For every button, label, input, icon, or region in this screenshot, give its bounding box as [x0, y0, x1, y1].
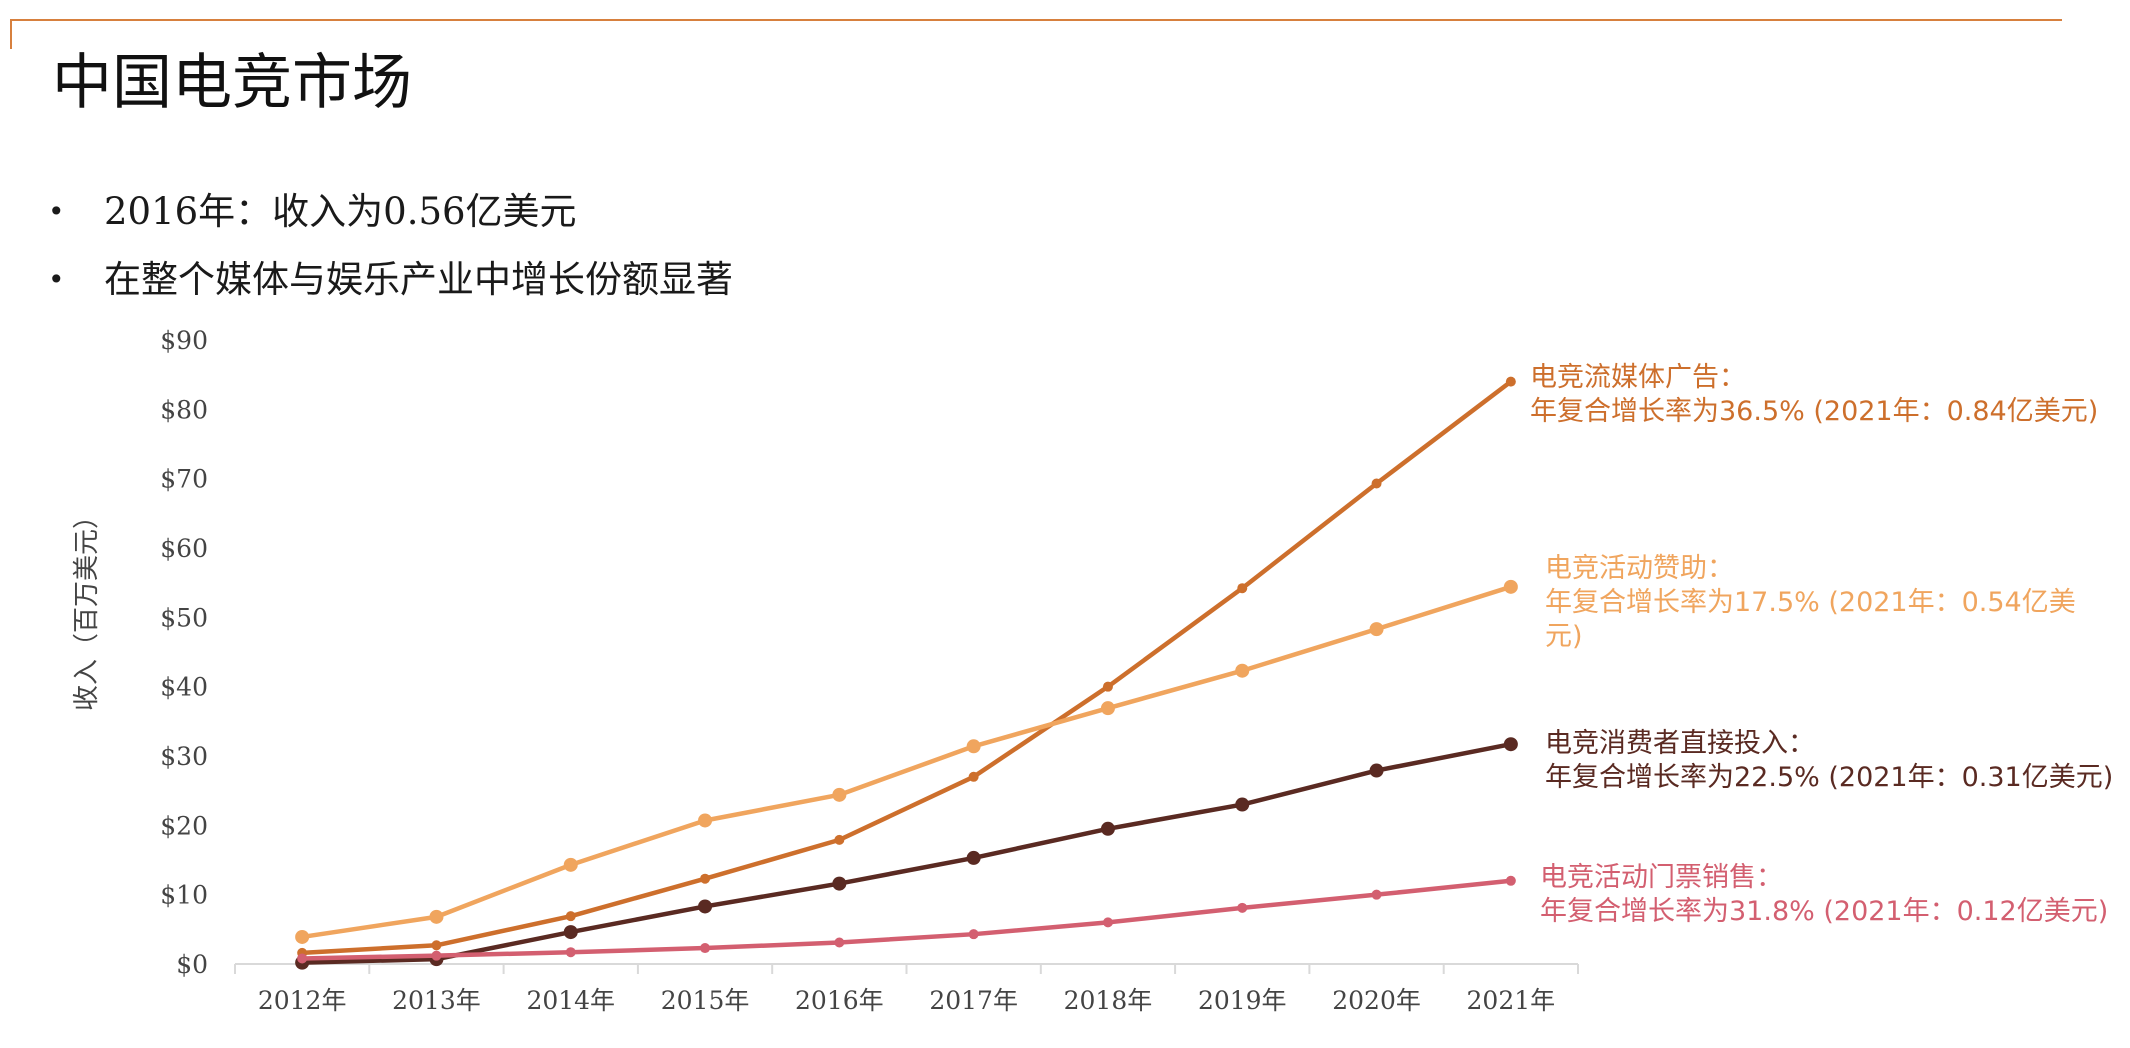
data-point-sponsorship [1503, 579, 1518, 594]
y-tick-label: $60 [160, 534, 208, 563]
data-point-consumer [1235, 797, 1250, 812]
y-tick-label: $80 [160, 395, 208, 424]
data-point-tickets [1102, 917, 1113, 928]
data-point-tickets [968, 929, 979, 940]
series-line-consumer [299, 741, 1514, 965]
header-rule-tick [10, 19, 12, 49]
y-tick-label: $70 [160, 465, 208, 494]
y-tick-label: $10 [160, 881, 208, 910]
data-point-tickets [834, 937, 845, 948]
y-tick-label: $30 [160, 742, 208, 771]
annotation-consumer-spending: 电竞消费者直接投入： 年复合增长率为22.5% (2021年：0.31亿美元) [1545, 727, 2113, 795]
data-point-sponsorship [1100, 701, 1115, 716]
annotation-streaming-ads: 电竞流媒体广告： 年复合增长率为36.5% (2021年：0.84亿美元) [1530, 361, 2098, 429]
data-point-tickets [297, 953, 308, 964]
annotation-ticket-sales: 电竞活动门票销售： 年复合增长率为31.8% (2021年：0.12亿美元) [1540, 861, 2108, 929]
data-point-consumer [698, 899, 713, 914]
x-tick-label: 2014年 [526, 986, 615, 1015]
series-line-sponsorship [299, 584, 1514, 940]
data-point-streaming [1371, 478, 1382, 489]
y-tick-label: $20 [160, 811, 208, 840]
data-point-tickets [1371, 889, 1382, 900]
data-point-sponsorship [966, 739, 981, 754]
annotation-line: 电竞活动门票销售： [1540, 862, 1783, 893]
x-tick-label: 2018年 [1064, 986, 1153, 1015]
y-axis-ticks: $0 $10 $20 $30 $40 $50 $60 $70 $80 $90 [160, 326, 208, 979]
x-tick-label: 2017年 [929, 986, 1018, 1015]
series-tickets [297, 875, 1516, 964]
data-point-streaming [1102, 681, 1113, 692]
annotation-line: 年复合增长率为36.5% (2021年：0.84亿美元) [1530, 396, 2099, 427]
series-layer [295, 376, 1518, 970]
data-point-sponsorship [1235, 663, 1250, 678]
x-tick-label: 2012年 [258, 986, 347, 1015]
header-rule [10, 19, 2062, 21]
data-point-tickets [700, 943, 711, 954]
x-tick-label: 2016年 [795, 986, 884, 1015]
data-point-consumer [1100, 821, 1115, 836]
series-sponsorship [295, 579, 1518, 944]
page-title: 中国电竞市场 [52, 48, 412, 118]
data-point-consumer [832, 876, 847, 891]
y-axis-title: 收入（百万美元） [72, 503, 102, 712]
x-tick-label: 2020年 [1332, 986, 1421, 1015]
data-point-sponsorship [429, 909, 444, 924]
x-axis: 2012年 2013年 2014年 2015年 2016年 2017年 2018年 2019年… [234, 963, 1579, 1015]
x-tick-label: 2013年 [392, 986, 481, 1015]
data-point-tickets [565, 947, 576, 958]
y-tick-label: $0 [176, 950, 208, 979]
data-point-streaming [1505, 376, 1516, 387]
data-point-tickets [1505, 875, 1516, 886]
y-tick-label: $50 [160, 603, 208, 632]
annotation-line: 年复合增长率为17.5% (2021年：0.54亿美 [1545, 587, 2076, 618]
data-point-sponsorship [832, 787, 847, 802]
data-point-sponsorship [1369, 622, 1384, 637]
bullet-text: 在整个媒体与娱乐产业中增长份额显著 [104, 258, 733, 301]
bullet-marker: • [48, 195, 65, 228]
data-point-tickets [1237, 902, 1248, 913]
data-point-sponsorship [563, 857, 578, 872]
annotation-line: 年复合增长率为22.5% (2021年：0.31亿美元) [1545, 762, 2114, 793]
data-point-streaming [431, 940, 442, 951]
annotation-line: 电竞活动赞助： [1545, 553, 1734, 584]
annotation-line: 电竞流媒体广告： [1530, 362, 1746, 393]
series-line-streaming [299, 379, 1514, 956]
data-point-consumer [1503, 737, 1518, 752]
data-point-consumer [1369, 763, 1384, 778]
data-point-consumer [563, 925, 578, 940]
data-point-streaming [1237, 583, 1248, 594]
annotation-line: 元) [1545, 621, 1583, 652]
bullet-marker: • [48, 263, 65, 296]
annotation-sponsorship: 电竞活动赞助： 年复合增长率为17.5% (2021年：0.54亿美 元) [1545, 552, 2076, 654]
data-point-consumer [966, 850, 981, 865]
y-tick-label: $90 [160, 326, 208, 355]
data-point-sponsorship [698, 813, 713, 828]
data-point-streaming [700, 873, 711, 884]
annotation-line: 电竞消费者直接投入： [1545, 728, 1815, 759]
data-point-sponsorship [295, 929, 310, 944]
data-point-tickets [431, 950, 442, 961]
annotation-line: 年复合增长率为31.8% (2021年：0.12亿美元) [1540, 896, 2109, 927]
y-tick-label: $40 [160, 673, 208, 702]
bullet-text: 2016年：收入为0.56亿美元 [104, 190, 577, 233]
x-tick-label: 2015年 [661, 986, 750, 1015]
x-tick-label: 2019年 [1198, 986, 1287, 1015]
data-point-streaming [834, 834, 845, 845]
data-point-streaming [968, 771, 979, 782]
series-line-tickets [299, 878, 1514, 961]
x-tick-label: 2021年 [1467, 986, 1556, 1015]
data-point-streaming [565, 911, 576, 922]
